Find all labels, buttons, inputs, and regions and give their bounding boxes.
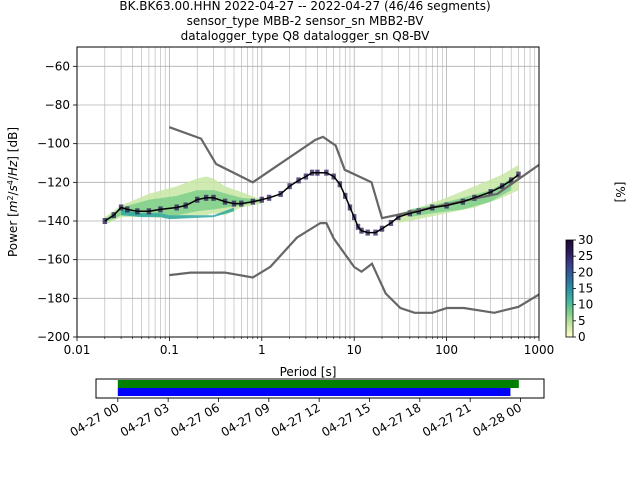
x-tick-label: 0.1 — [160, 343, 179, 357]
x-tick-label: 100 — [435, 343, 458, 357]
colorbar-tick-label: 25 — [578, 249, 593, 263]
y-tick-label: −140 — [37, 214, 70, 228]
title-line-2: sensor_type MBB-2 sensor_sn MBB2-BV — [187, 14, 425, 28]
x-tick-label: 0.01 — [64, 343, 91, 357]
coverage-bar-0 — [117, 380, 519, 388]
coverage-tick-label: 04-27 09 — [219, 400, 273, 439]
coverage-bar-1 — [117, 388, 511, 396]
coverage-tick-label: 04-27 03 — [118, 400, 172, 439]
noise-model-nlnm — [169, 222, 540, 314]
plot-frame — [76, 46, 540, 338]
coverage-tick-label: 04-27 15 — [319, 400, 373, 439]
y-tick-label: −180 — [37, 291, 70, 305]
x-tick-label: 1 — [258, 343, 266, 357]
coverage-tick-label: 04-27 18 — [370, 400, 424, 439]
noise-models — [169, 126, 540, 314]
y-axis-ticks: −60 −80 −100 −120 −140 −160 −180 −200 — [37, 59, 77, 344]
y-axis-label: Power [m2/s4/Hz] [dB] — [6, 127, 21, 257]
density-band-2 — [121, 207, 234, 220]
coverage-tick-label: 04-27 21 — [420, 400, 474, 439]
mean-curve — [104, 171, 519, 234]
coverage-tick-label: 04-27 06 — [168, 400, 222, 439]
coverage-tick-label: 04-27 00 — [68, 400, 122, 439]
colorbar-tick-label: 20 — [578, 265, 593, 279]
colorbar-label: [%] — [613, 182, 627, 203]
mean-line — [104, 171, 519, 234]
title-line-3: datalogger_type Q8 datalogger_sn Q8-BV — [181, 29, 431, 43]
colorbar-ticks: 0 5 10 15 20 25 30 — [573, 233, 593, 344]
y-tick-label: −200 — [37, 330, 70, 344]
x-tick-label: 1000 — [524, 343, 555, 357]
psd-plot-area: 0.01 0.1 1 10 100 1000 −60 −80 −100 −120 −140 −160… — [37, 46, 555, 357]
colorbar-tick-label: 30 — [578, 233, 593, 247]
colorbar-tick-label: 15 — [578, 282, 593, 296]
y-tick-label: −120 — [37, 175, 70, 189]
y-tick-label: −80 — [45, 98, 70, 112]
colorbar-tick-label: 10 — [578, 298, 593, 312]
y-tick-label: −160 — [37, 253, 70, 267]
y-tick-label: −100 — [37, 137, 70, 151]
coverage-tick-label: 04-28 00 — [470, 400, 524, 439]
noise-model-nhnm — [169, 126, 540, 220]
colorbar: 0 5 10 15 20 25 30 [%] — [565, 182, 627, 344]
title-line-1: BK.BK63.00.HHN 2022-04-27 -- 2022-04-27 … — [119, 0, 490, 13]
x-axis-ticks: 0.01 0.1 1 10 100 1000 — [64, 337, 555, 357]
y-tick-label: −60 — [45, 59, 70, 73]
coverage-tick-label: 04-27 12 — [269, 400, 323, 439]
x-tick-label: 10 — [347, 343, 362, 357]
density-cell — [516, 171, 521, 178]
colorbar-tick-label: 5 — [578, 314, 586, 328]
colorbar-tick-label: 0 — [578, 330, 586, 344]
coverage-bars — [117, 380, 519, 396]
colorbar-gradient — [565, 239, 574, 338]
x-axis-label: Period [s] — [280, 365, 337, 379]
